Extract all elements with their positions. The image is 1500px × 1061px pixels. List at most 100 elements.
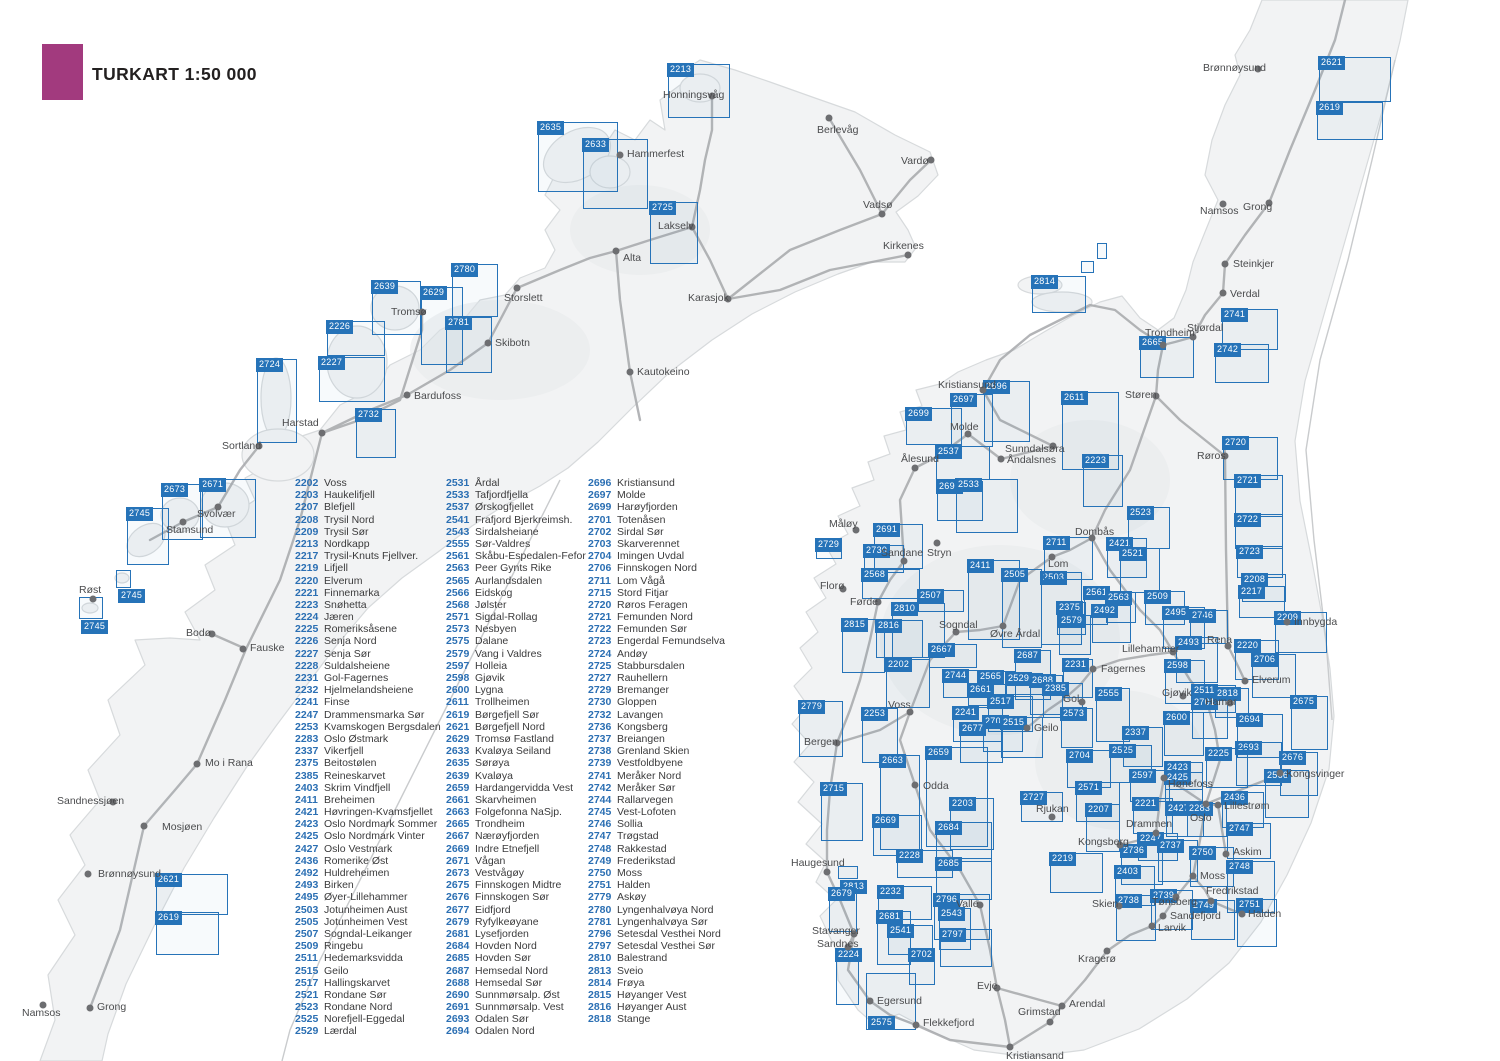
city-label: Sortland (222, 440, 262, 452)
sheet-number-chip: 2779 (798, 700, 826, 714)
city-label: Honningsvåg (663, 89, 725, 101)
city-dot-Namsos (1219, 200, 1227, 208)
legend-sheet-name: Finnskogen Nord (617, 562, 697, 575)
legend-sheet-number: 2247 (295, 708, 319, 721)
legend-entry: 2742 Meråker Sør (588, 782, 725, 794)
sheet-number-chip: 2727 (1020, 791, 1048, 805)
city-dot-Fauske (239, 645, 247, 653)
map-sheet-2741 (1222, 309, 1278, 350)
legend-entry: 2598 Gjøvik (446, 672, 586, 684)
legend-sheet-name: Femunden Nord (617, 611, 693, 624)
map-sheet-2568 (862, 569, 920, 599)
map-sheet-2219 (1050, 853, 1103, 893)
city-label: Flekkefjord (923, 1017, 975, 1029)
city-label: Sandane (881, 547, 924, 559)
legend-sheet-name: Bremanger (617, 684, 669, 697)
legend-sheet-number: 2736 (588, 720, 612, 733)
island (81, 602, 99, 614)
map-sheet-2621 (156, 874, 228, 915)
legend-sheet-name: Suldalsheiene (324, 659, 390, 672)
legend-entry: 2711 Lom Vågå (588, 575, 725, 587)
city-label: Fredrikstad (1206, 885, 1259, 897)
legend-sheet-number: 2523 (295, 1001, 319, 1014)
city-label: Namsos (1200, 205, 1239, 217)
legend-sheet-number: 2495 (295, 891, 319, 904)
legend-entry: 2796 Setesdal Vesthei Nord (588, 928, 725, 940)
legend-sheet-name: Oslo Vestmark (324, 842, 393, 855)
city-label: Elverum (1252, 674, 1291, 686)
legend-entry: 2421 Høvringen-Kvamsfjellet (295, 806, 441, 818)
legend-entry: 2543 Sirdalsheiane (446, 526, 586, 538)
legend-sheet-number: 2232 (295, 684, 319, 697)
sheet-number-chip: 2711 (1043, 536, 1070, 550)
legend-sheet-number: 2403 (295, 781, 319, 794)
legend-sheet-name: Jotunheimen Aust (324, 903, 408, 916)
legend-entry: 2696 Kristiansund (588, 477, 725, 489)
legend-sheet-name: Oslo Nordmark Vinter (324, 830, 425, 843)
legend-sheet-number: 2673 (446, 867, 470, 879)
sheet-number-chip: 2525 (1109, 744, 1137, 758)
city-dot-Geilo (1023, 724, 1031, 732)
legend-sheet-name: Haukelifjell (324, 489, 375, 502)
city-label: Bergen (804, 736, 838, 748)
legend-entry: 2744 Rallarvegen (588, 794, 725, 806)
legend-sheet-name: Holleia (475, 659, 508, 672)
sheet-number-chip: 2736 (1120, 844, 1148, 858)
city-label: Røros (1197, 450, 1226, 462)
map-sheet-2226 (327, 321, 385, 356)
sheet-number-chip: 2493 (1175, 636, 1203, 650)
legend-sheet-number: 2515 (295, 964, 319, 977)
city-label: Lom (1048, 558, 1069, 570)
city-label: Kongsvinger (1286, 768, 1345, 780)
legend-sheet-number: 2727 (588, 672, 612, 684)
city-dot-Halden (1238, 910, 1246, 918)
legend-entry: 2531 Årdal (446, 477, 586, 489)
legend-sheet-number: 2797 (588, 940, 612, 953)
map-sheet-2611 (1062, 392, 1119, 470)
legend-entry: 2746 Sollia (588, 818, 725, 830)
legend-sheet-number: 2509 (295, 940, 319, 953)
sheet-number-chip: 2810 (891, 602, 919, 616)
legend-entry: 2720 Røros Feragen (588, 599, 725, 611)
legend-sheet-number: 2722 (588, 623, 612, 636)
city-label: Mosjøen (162, 821, 203, 833)
sheet-number-chip: 2676 (1279, 751, 1307, 765)
city-dot-Flekkefjord (912, 1021, 920, 1029)
legend-sheet-number: 2665 (446, 818, 470, 831)
legend-sheet-name: Sør-Valdres (475, 537, 531, 550)
sheet-number-chip: 2619 (155, 911, 183, 925)
legend-sheet-number: 2505 (295, 915, 319, 928)
legend-sheet-number: 2203 (295, 489, 319, 502)
city-dot-Kragerø (1103, 947, 1111, 955)
legend-sheet-number: 2699 (588, 501, 612, 514)
map-sheet-2633 (583, 139, 648, 209)
legend-entry: 2571 Sigdal-Rollag (446, 611, 586, 623)
legend-entry: 2493 Birken (295, 879, 441, 891)
sheet-number-chip: 2681 (876, 910, 904, 924)
legend-sheet-name: Vestfoldbyene (617, 757, 683, 770)
legend-sheet-number: 2715 (588, 586, 612, 599)
legend-sheet-name: Vestvågøy (475, 867, 525, 879)
legend-sheet-name: Sigdal-Rollag (475, 611, 538, 624)
city-dot-Brønnøysund (1254, 65, 1262, 73)
legend-sheet-name: Jotunheimen Vest (324, 915, 408, 928)
sheet-number-chip: 2207 (1085, 803, 1113, 817)
legend-sheet-number: 2742 (588, 781, 612, 794)
city-dot-Bodø (208, 630, 216, 638)
city-dot-Førde (874, 598, 882, 606)
map-sheet-unlabeled (1097, 243, 1107, 259)
sheet-number-chip: 2515 (1000, 716, 1028, 730)
legend-sheet-number: 2748 (588, 842, 612, 855)
sheet-number-chip: 2724 (256, 358, 284, 372)
sheet-number-chip: 2737 (1157, 839, 1185, 853)
sheet-number-chip: 2511 (1191, 684, 1218, 698)
legend-sheet-number: 2704 (588, 550, 612, 563)
legend-entry: 2739 Vestfoldbyene (588, 757, 725, 769)
city-dot-Dombås (1088, 534, 1096, 542)
legend-sheet-name: Røros Feragen (617, 598, 688, 611)
city-dot-Hamar (1226, 699, 1234, 707)
legend-sheet-number: 2568 (446, 598, 470, 611)
map-sheet-2699 (906, 408, 962, 445)
legend-entry: 2810 Balestrand (588, 952, 725, 964)
legend-entry: 2537 Ørskogfjellet (446, 501, 586, 513)
